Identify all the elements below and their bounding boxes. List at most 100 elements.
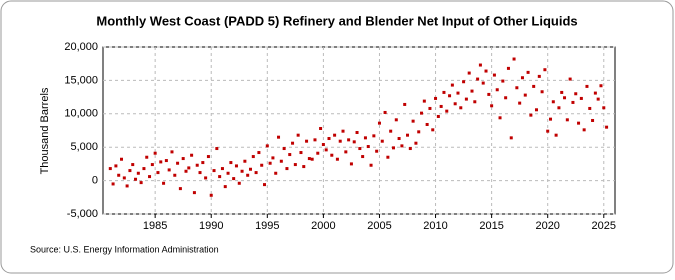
point — [341, 129, 345, 133]
point — [445, 109, 449, 113]
point — [487, 92, 491, 96]
point — [162, 181, 166, 185]
point — [417, 130, 421, 134]
point — [330, 153, 334, 157]
point — [571, 100, 575, 104]
point — [248, 167, 252, 171]
point — [422, 99, 426, 103]
point — [310, 157, 314, 161]
point — [142, 167, 146, 171]
point — [150, 163, 154, 167]
point — [534, 108, 538, 112]
point — [164, 159, 168, 163]
point — [338, 139, 342, 143]
point — [299, 151, 303, 155]
point — [176, 161, 180, 165]
point — [254, 171, 258, 175]
point — [434, 96, 438, 100]
point — [209, 193, 213, 197]
point — [240, 169, 244, 173]
point — [537, 74, 541, 78]
plot-area — [102, 46, 616, 215]
point — [375, 149, 379, 153]
point — [579, 96, 583, 100]
frame — [0, 0, 674, 274]
point — [352, 140, 356, 144]
point — [529, 113, 533, 117]
point — [565, 118, 569, 122]
point — [282, 147, 286, 151]
point — [277, 135, 281, 139]
point — [540, 90, 544, 94]
point — [122, 176, 126, 180]
point — [383, 110, 387, 114]
point — [120, 157, 124, 161]
y-tick-label: 0 — [92, 175, 98, 187]
point — [391, 146, 395, 150]
point — [184, 169, 188, 173]
x-tick-label: 2005 — [367, 220, 391, 232]
point — [187, 166, 191, 170]
chart-title: Monthly West Coast (PADD 5) Refinery and… — [96, 13, 577, 28]
point — [377, 121, 381, 125]
point — [159, 160, 163, 164]
point — [588, 106, 592, 110]
point — [462, 80, 466, 84]
point — [128, 169, 132, 173]
point — [591, 118, 595, 122]
point — [425, 122, 429, 126]
point — [139, 181, 143, 185]
point — [459, 106, 463, 110]
point — [145, 155, 149, 159]
point — [363, 136, 367, 140]
point — [372, 134, 376, 138]
x-tick-label: 2020 — [535, 220, 559, 232]
point — [327, 137, 331, 141]
point — [125, 184, 129, 188]
point — [237, 181, 241, 185]
point — [173, 173, 177, 177]
point — [369, 163, 373, 167]
point — [288, 153, 292, 157]
point — [551, 100, 555, 104]
point — [215, 147, 219, 151]
y-tick-label: 20,000 — [64, 41, 98, 53]
point — [358, 147, 362, 151]
point — [131, 163, 135, 167]
point — [386, 155, 390, 159]
point — [506, 66, 510, 70]
point — [279, 159, 283, 163]
point — [234, 164, 238, 168]
x-tick-label: 2000 — [311, 220, 335, 232]
point — [532, 84, 536, 88]
point — [492, 73, 496, 77]
point — [349, 162, 353, 166]
point — [218, 175, 222, 179]
point — [268, 161, 272, 165]
point — [319, 126, 323, 130]
point — [302, 165, 306, 169]
point — [431, 128, 435, 132]
point — [582, 128, 586, 132]
point — [170, 150, 174, 154]
point — [585, 84, 589, 88]
point — [204, 176, 208, 180]
point — [577, 121, 581, 125]
y-tick-label: 10,000 — [64, 108, 98, 120]
point — [232, 177, 236, 181]
point — [476, 77, 480, 81]
point — [296, 133, 300, 137]
point — [574, 92, 578, 96]
x-tick-label: 2025 — [592, 220, 616, 232]
point — [420, 111, 424, 115]
point — [602, 106, 606, 110]
point — [406, 133, 410, 137]
point — [181, 157, 185, 161]
point — [136, 171, 140, 175]
point — [291, 141, 295, 145]
point — [271, 156, 275, 160]
point — [389, 129, 393, 133]
point — [408, 147, 412, 151]
point — [178, 187, 182, 191]
point — [257, 151, 261, 155]
